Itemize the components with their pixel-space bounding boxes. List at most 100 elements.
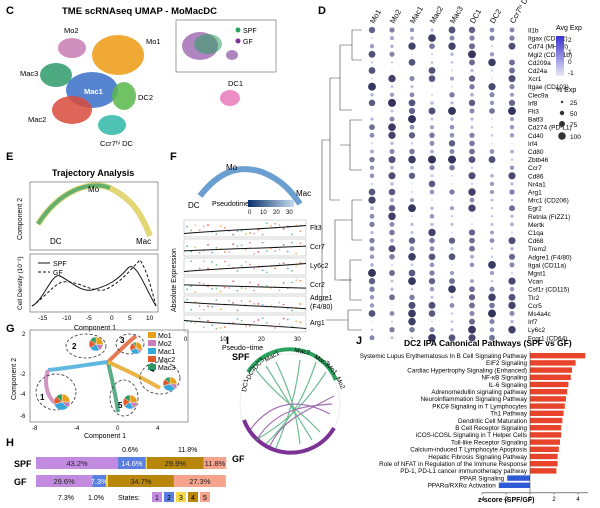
dotplot-dot — [488, 309, 496, 318]
dotplot-dot — [388, 212, 396, 221]
dotplot-dot — [468, 99, 476, 107]
pathway-label: Role of NFAT in Regulation of the Immune… — [379, 461, 527, 468]
panel-g: G 2 3 1 4 5 Mo1 Mo2 Mac1 Mac2 Mac3 C — [6, 323, 189, 440]
expression-point — [211, 261, 214, 263]
cluster-label-mac3: Mac3 — [20, 69, 38, 78]
dotplot-dot — [449, 302, 455, 308]
dotplot-dot — [429, 140, 435, 146]
dotplot-dot — [408, 42, 416, 50]
dotplot-dot — [490, 69, 494, 72]
dotplot-dot — [468, 204, 476, 212]
dotplot-dot — [429, 246, 435, 252]
dotplot-dot — [428, 253, 436, 261]
dotplot-gene-label: Cd24a — [528, 68, 548, 75]
dotplot-dot — [510, 271, 514, 275]
expression-point — [291, 325, 293, 328]
dotplot-column-label: Ccr7ʰⁱ DC — [508, 0, 533, 25]
dotplot-dot — [390, 85, 394, 89]
dotplot-dot — [369, 132, 375, 138]
dotplot-dot — [468, 334, 476, 342]
expression-point — [198, 305, 201, 307]
stacked-bar-segment — [36, 475, 93, 487]
panel-letter-c: C — [6, 5, 14, 17]
dotplot-dot — [410, 85, 414, 89]
dotplot-dot — [489, 35, 495, 41]
dotplot-dot — [468, 229, 476, 236]
dotplot-gene-label: Mertk — [528, 222, 545, 229]
dotplot-dot — [490, 206, 494, 210]
expression-point — [190, 250, 193, 253]
dotplot-dot — [508, 42, 516, 50]
panel-letter-i: I — [226, 335, 229, 347]
svg-text:10: 10 — [260, 210, 267, 216]
dotplot-dot — [368, 99, 376, 107]
dotplot-dot — [488, 58, 496, 67]
expression-strip — [183, 238, 307, 257]
expression-point — [223, 286, 226, 289]
expression-point — [211, 305, 214, 308]
avg-exp-legend: Avg Exp 2 1 0 -1 — [556, 25, 582, 77]
dotplot-column-label: Mac2 — [428, 5, 445, 25]
expression-point — [291, 241, 293, 244]
expression-point — [194, 300, 197, 303]
expression-point — [190, 285, 193, 288]
dotplot-dot — [429, 165, 435, 171]
dotplot-dot — [470, 254, 474, 259]
dotplot-dot — [408, 301, 416, 309]
dotplot-dot — [429, 43, 435, 49]
dotplot-dot — [470, 166, 474, 169]
pathway-bar — [530, 425, 562, 431]
dotplot-dot — [431, 199, 433, 202]
dotplot-dot — [389, 270, 395, 276]
dotplot-dot — [428, 34, 436, 42]
pathway-label: Systemic Lupus Erythematosus In B Cell S… — [360, 353, 528, 360]
dotplot-dot — [370, 182, 374, 186]
gene-label-ccr2: Ccr2 — [310, 282, 325, 289]
dotplot-column-label: Mac3 — [448, 5, 465, 25]
dotplot-dot — [390, 44, 394, 48]
dotplot-dot — [450, 247, 454, 251]
dotplot-gene-label: Adgre1 (F4/80) — [528, 254, 572, 261]
dotplot-dot — [389, 27, 395, 33]
pathway-bar — [530, 381, 569, 388]
state-swatch-label: 1 — [155, 495, 159, 502]
expression-point — [215, 233, 218, 235]
dotplot-dot — [410, 230, 414, 235]
dotplot-dot — [389, 254, 395, 260]
dotplot-dot — [449, 206, 455, 211]
dotplot-dot — [448, 334, 456, 342]
h-states-label: States: — [118, 495, 140, 502]
h-state-swatches: 1 2 3 4 5 — [152, 492, 210, 502]
expression-strip — [183, 219, 307, 238]
dotplot-dot — [510, 158, 514, 161]
expression-point — [253, 289, 256, 292]
dotplot-dot — [450, 101, 454, 105]
dotplot-gene-label: Arg1 — [528, 190, 542, 197]
dotplot-dot — [429, 237, 435, 244]
svg-text:0: 0 — [110, 315, 114, 322]
cluster-label-mo2: Mo2 — [64, 26, 79, 35]
dotplot-dot — [509, 59, 515, 66]
dotplot-dot — [508, 301, 516, 310]
dotplot-dot — [370, 37, 374, 40]
dotplot-dot — [509, 84, 515, 90]
dotplot-gene-label: Vcan — [528, 279, 543, 286]
expression-point — [278, 323, 281, 326]
expression-point — [219, 326, 222, 329]
dotplot-gene-label: Retnla (FIZZ1) — [528, 214, 570, 221]
state-legend: Mo1 Mo2 Mac1 Mac2 Mac3 — [148, 332, 175, 372]
expression-point — [261, 303, 264, 306]
dotplot-dot — [508, 237, 516, 245]
dotplot-dot — [431, 85, 433, 88]
dotplot-dot — [390, 263, 394, 266]
dotplot-dot — [430, 174, 434, 178]
trajectory-label-mac: Mac — [136, 237, 151, 246]
expression-point — [261, 317, 264, 320]
dotplot-dot — [469, 140, 475, 147]
pathway-label: IL-6 Signaling — [488, 382, 527, 389]
dotplot-dot — [510, 222, 514, 227]
dotplot-dot — [430, 28, 434, 32]
svg-text:20: 20 — [273, 210, 280, 216]
dotplot-dot — [450, 117, 454, 121]
expression-point — [274, 250, 277, 252]
